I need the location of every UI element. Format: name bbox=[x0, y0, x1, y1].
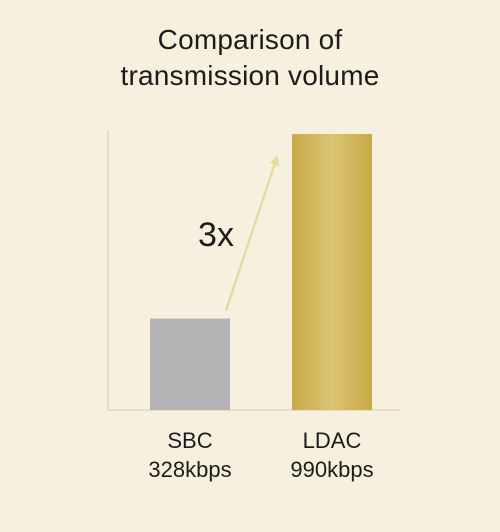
category-label-ldac: LDAC bbox=[303, 428, 362, 453]
chart-title-line-1: Comparison of bbox=[157, 24, 343, 55]
value-label-sbc: 328kbps bbox=[148, 457, 231, 482]
chart-title: Comparison of transmission volume bbox=[0, 22, 500, 94]
category-label-sbc: SBC bbox=[167, 428, 212, 453]
bar-ldac bbox=[292, 134, 372, 410]
annotation-label: 3x bbox=[198, 216, 234, 254]
chart-title-line-2: transmission volume bbox=[120, 60, 380, 91]
bars-group bbox=[150, 134, 372, 410]
category-labels: SBC 328kbps LDAC 990kbps bbox=[148, 428, 373, 482]
bar-sbc bbox=[150, 318, 230, 410]
value-label-ldac: 990kbps bbox=[290, 457, 373, 482]
growth-arrow bbox=[224, 155, 280, 311]
